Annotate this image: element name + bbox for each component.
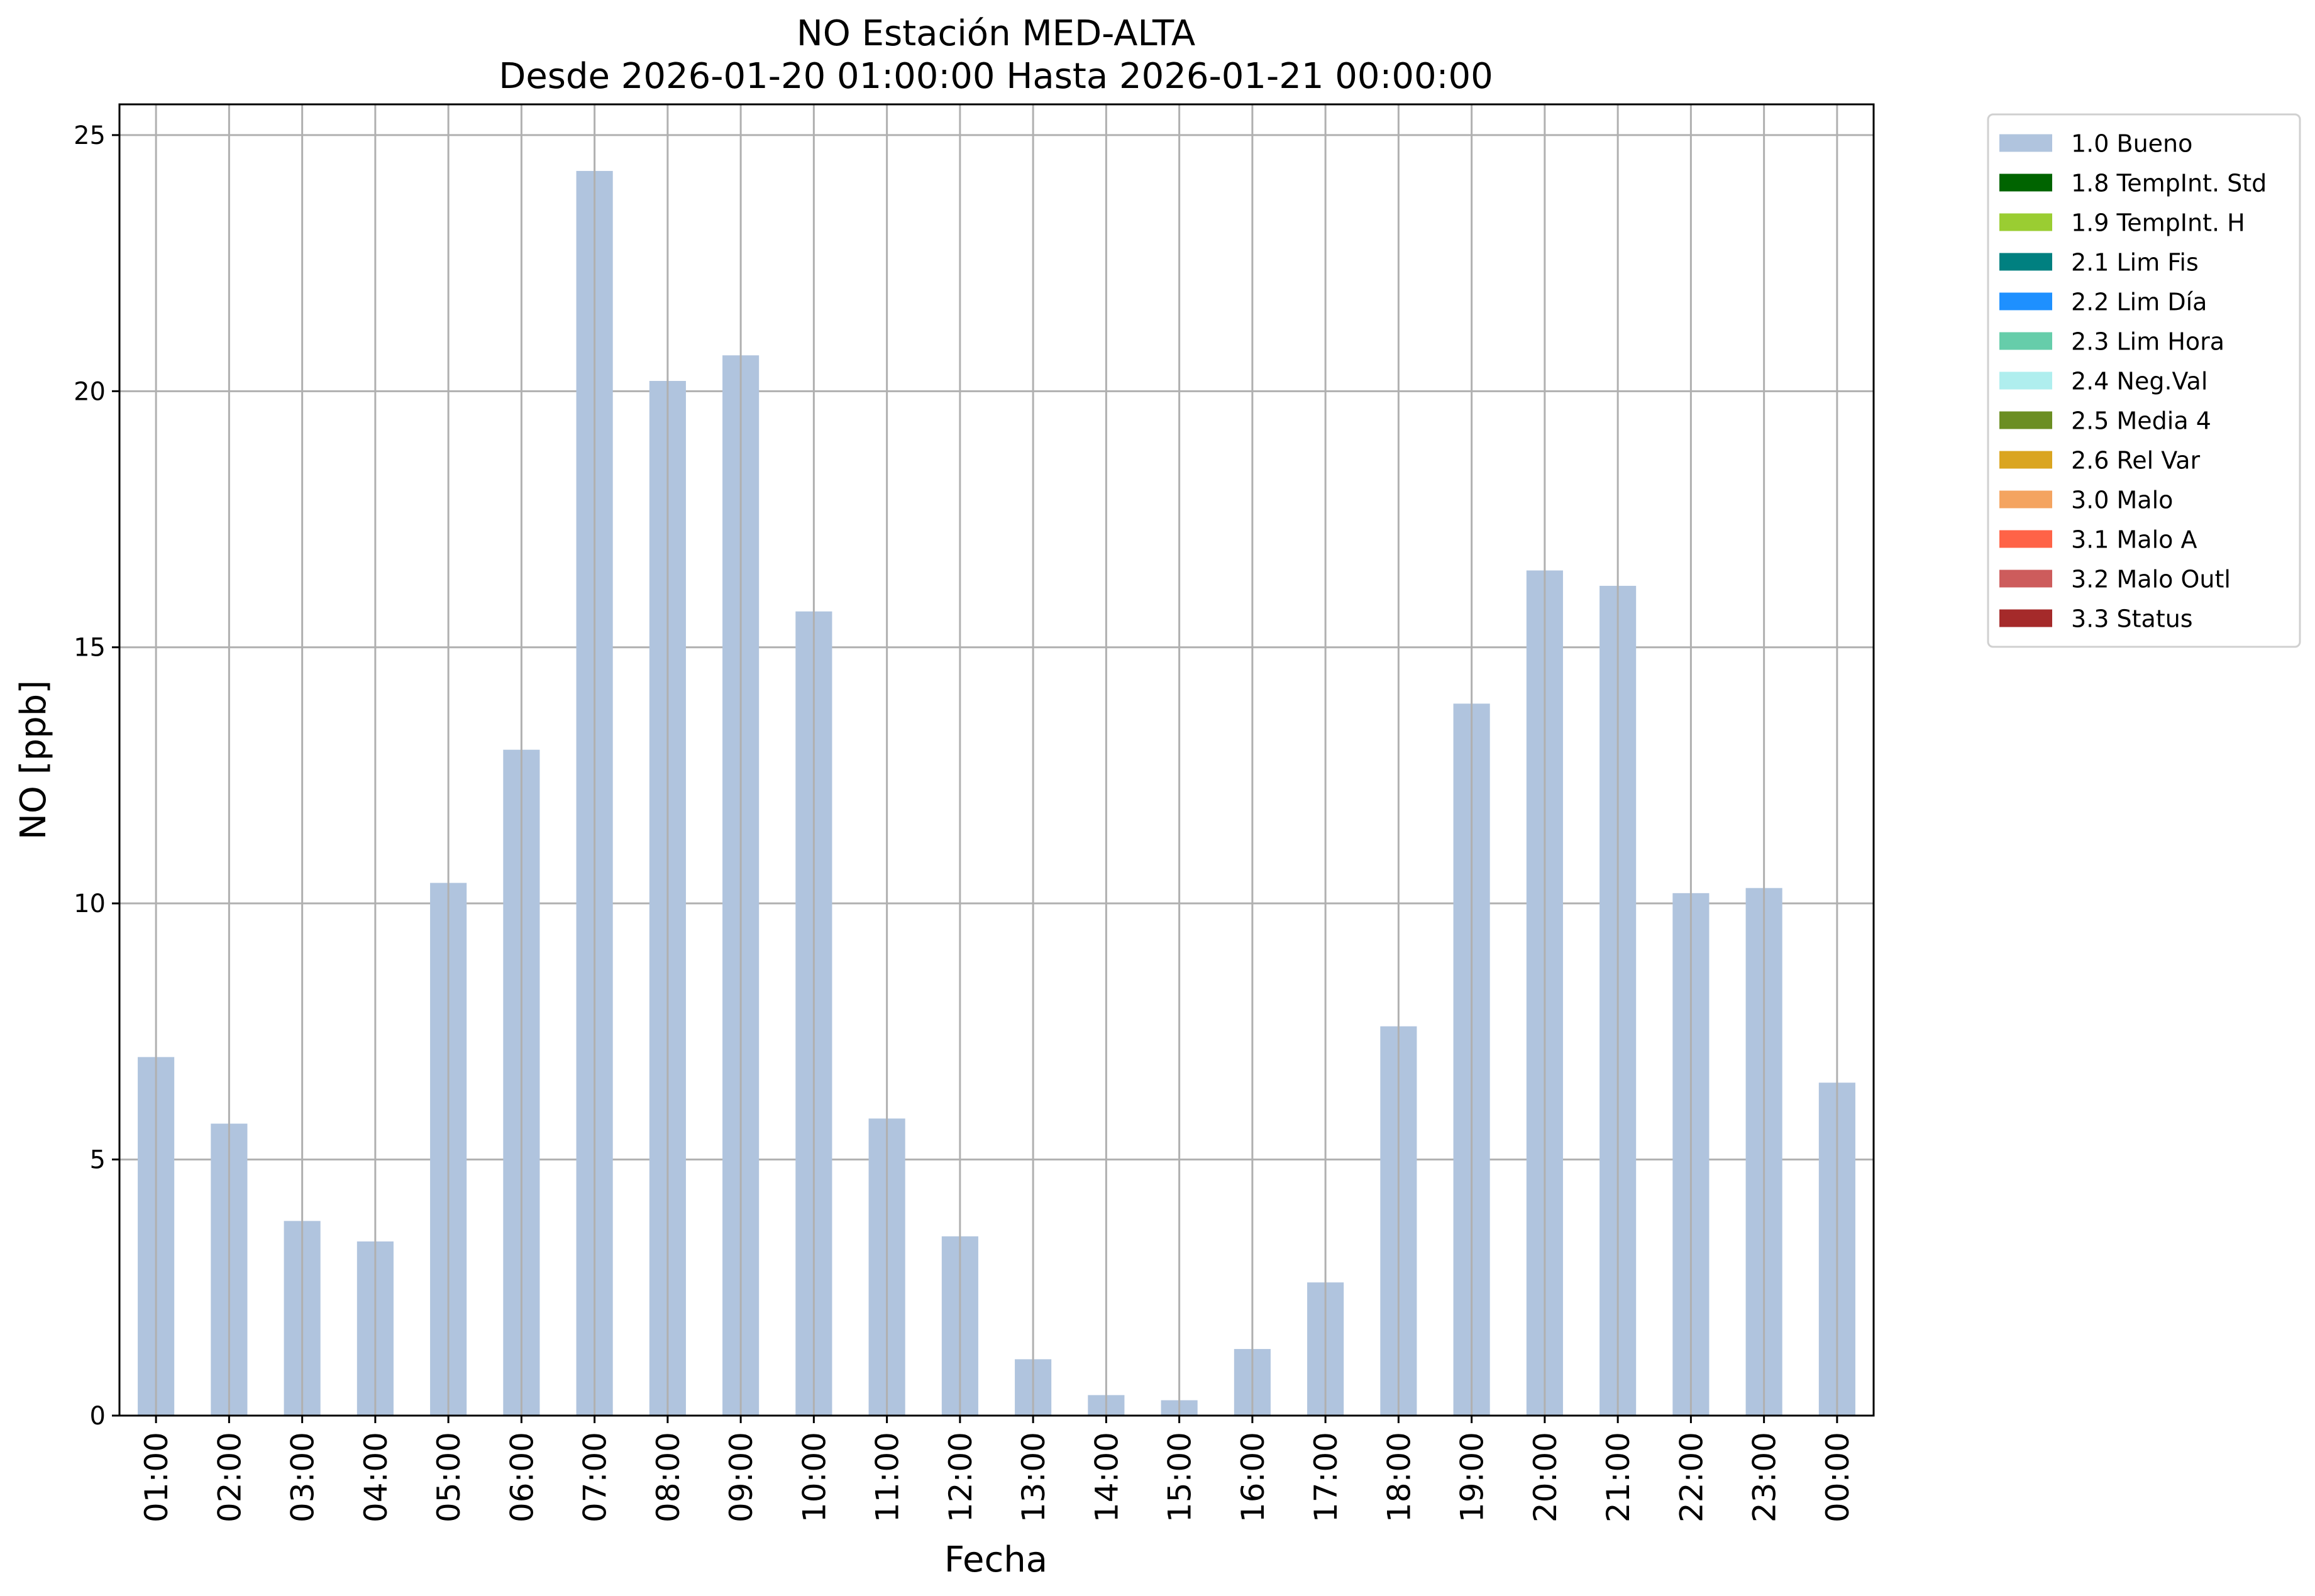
legend-swatch <box>1999 173 2052 192</box>
y-tick-label: 0 <box>90 1402 106 1431</box>
x-tick-label: 10:00 <box>796 1432 832 1522</box>
legend-label: 2.3 Lim Hora <box>2071 328 2224 356</box>
legend-label: 2.6 Rel Var <box>2071 447 2201 475</box>
x-tick-label: 04:00 <box>358 1432 394 1522</box>
legend-swatch <box>1999 134 2052 152</box>
x-tick-label: 16:00 <box>1235 1432 1271 1522</box>
chart-subtitle: Desde 2026-01-20 01:00:00 Hasta 2026-01-… <box>499 56 1493 97</box>
x-tick-label: 01:00 <box>138 1432 175 1522</box>
x-tick-label: 06:00 <box>504 1432 540 1522</box>
legend-swatch <box>1999 451 2052 469</box>
legend-label: 1.9 TempInt. H <box>2071 209 2245 237</box>
y-tick-label: 20 <box>74 377 106 406</box>
x-tick-label: 20:00 <box>1527 1432 1564 1522</box>
legend-box <box>1987 113 2301 648</box>
y-tick-label: 15 <box>74 634 106 663</box>
legend-swatch <box>1999 490 2052 509</box>
x-tick-label: 11:00 <box>870 1432 906 1522</box>
x-tick-label: 18:00 <box>1381 1432 1417 1522</box>
legend-swatch <box>1999 332 2052 350</box>
legend-swatch <box>1999 570 2052 588</box>
x-axis-label: Fecha <box>944 1539 1047 1580</box>
legend: 1.0 Bueno 1.8 TempInt. Std 1.9 TempInt. H 2… <box>1987 113 2301 648</box>
legend-swatch <box>1999 253 2052 271</box>
x-tick-label: 08:00 <box>650 1432 687 1522</box>
y-tick-label: 25 <box>74 121 106 150</box>
x-tick-label: 19:00 <box>1454 1432 1491 1522</box>
legend-label: 1.8 TempInt. Std <box>2071 170 2267 197</box>
vertical-grid-layer <box>155 104 1838 1416</box>
legend-swatch <box>1999 609 2052 627</box>
y-axis-ticks: 0 5 10 15 20 25 <box>74 121 119 1431</box>
legend-label: 3.2 Malo Outl <box>2071 566 2231 593</box>
legend-swatch <box>1999 530 2052 548</box>
chart-title: NO Estación MED-ALTA <box>797 13 1195 54</box>
legend-swatch <box>1999 213 2052 231</box>
x-tick-label: 05:00 <box>431 1432 467 1522</box>
y-tick-label: 5 <box>90 1146 106 1175</box>
x-tick-label: 14:00 <box>1088 1432 1125 1522</box>
x-tick-label: 13:00 <box>1015 1432 1052 1522</box>
legend-label: 3.0 Malo <box>2071 487 2173 514</box>
x-tick-label: 17:00 <box>1308 1432 1344 1522</box>
legend-label: 1.0 Bueno <box>2071 130 2192 158</box>
x-tick-label: 03:00 <box>285 1432 321 1522</box>
legend-label: 3.3 Status <box>2071 605 2193 633</box>
y-axis-label: NO [ppb] <box>13 680 54 840</box>
x-tick-label: 15:00 <box>1162 1432 1198 1522</box>
x-tick-label: 22:00 <box>1673 1432 1710 1522</box>
legend-label: 2.2 Lim Día <box>2071 289 2207 316</box>
x-axis-ticks: 01:00 02:00 03:00 04:00 05:00 06:00 07:00 08:00… <box>138 1416 1856 1522</box>
x-tick-label: 23:00 <box>1747 1432 1783 1522</box>
legend-label: 2.5 Media 4 <box>2071 407 2211 435</box>
x-tick-label: 09:00 <box>723 1432 760 1522</box>
plot-frame <box>118 103 1875 1417</box>
x-tick-label: 12:00 <box>942 1432 979 1522</box>
y-tick-label: 10 <box>74 889 106 918</box>
x-tick-label: 02:00 <box>211 1432 248 1522</box>
legend-label: 3.1 Malo A <box>2071 526 2197 554</box>
x-tick-label: 07:00 <box>577 1432 614 1522</box>
x-tick-label: 21:00 <box>1600 1432 1637 1522</box>
legend-swatch <box>1999 292 2052 311</box>
legend-swatch <box>1999 411 2052 429</box>
legend-label: 2.1 Lim Fis <box>2071 249 2199 277</box>
legend-label: 2.4 Neg.Val <box>2071 368 2207 395</box>
x-tick-label: 00:00 <box>1820 1432 1856 1522</box>
legend-swatch <box>1999 371 2052 390</box>
